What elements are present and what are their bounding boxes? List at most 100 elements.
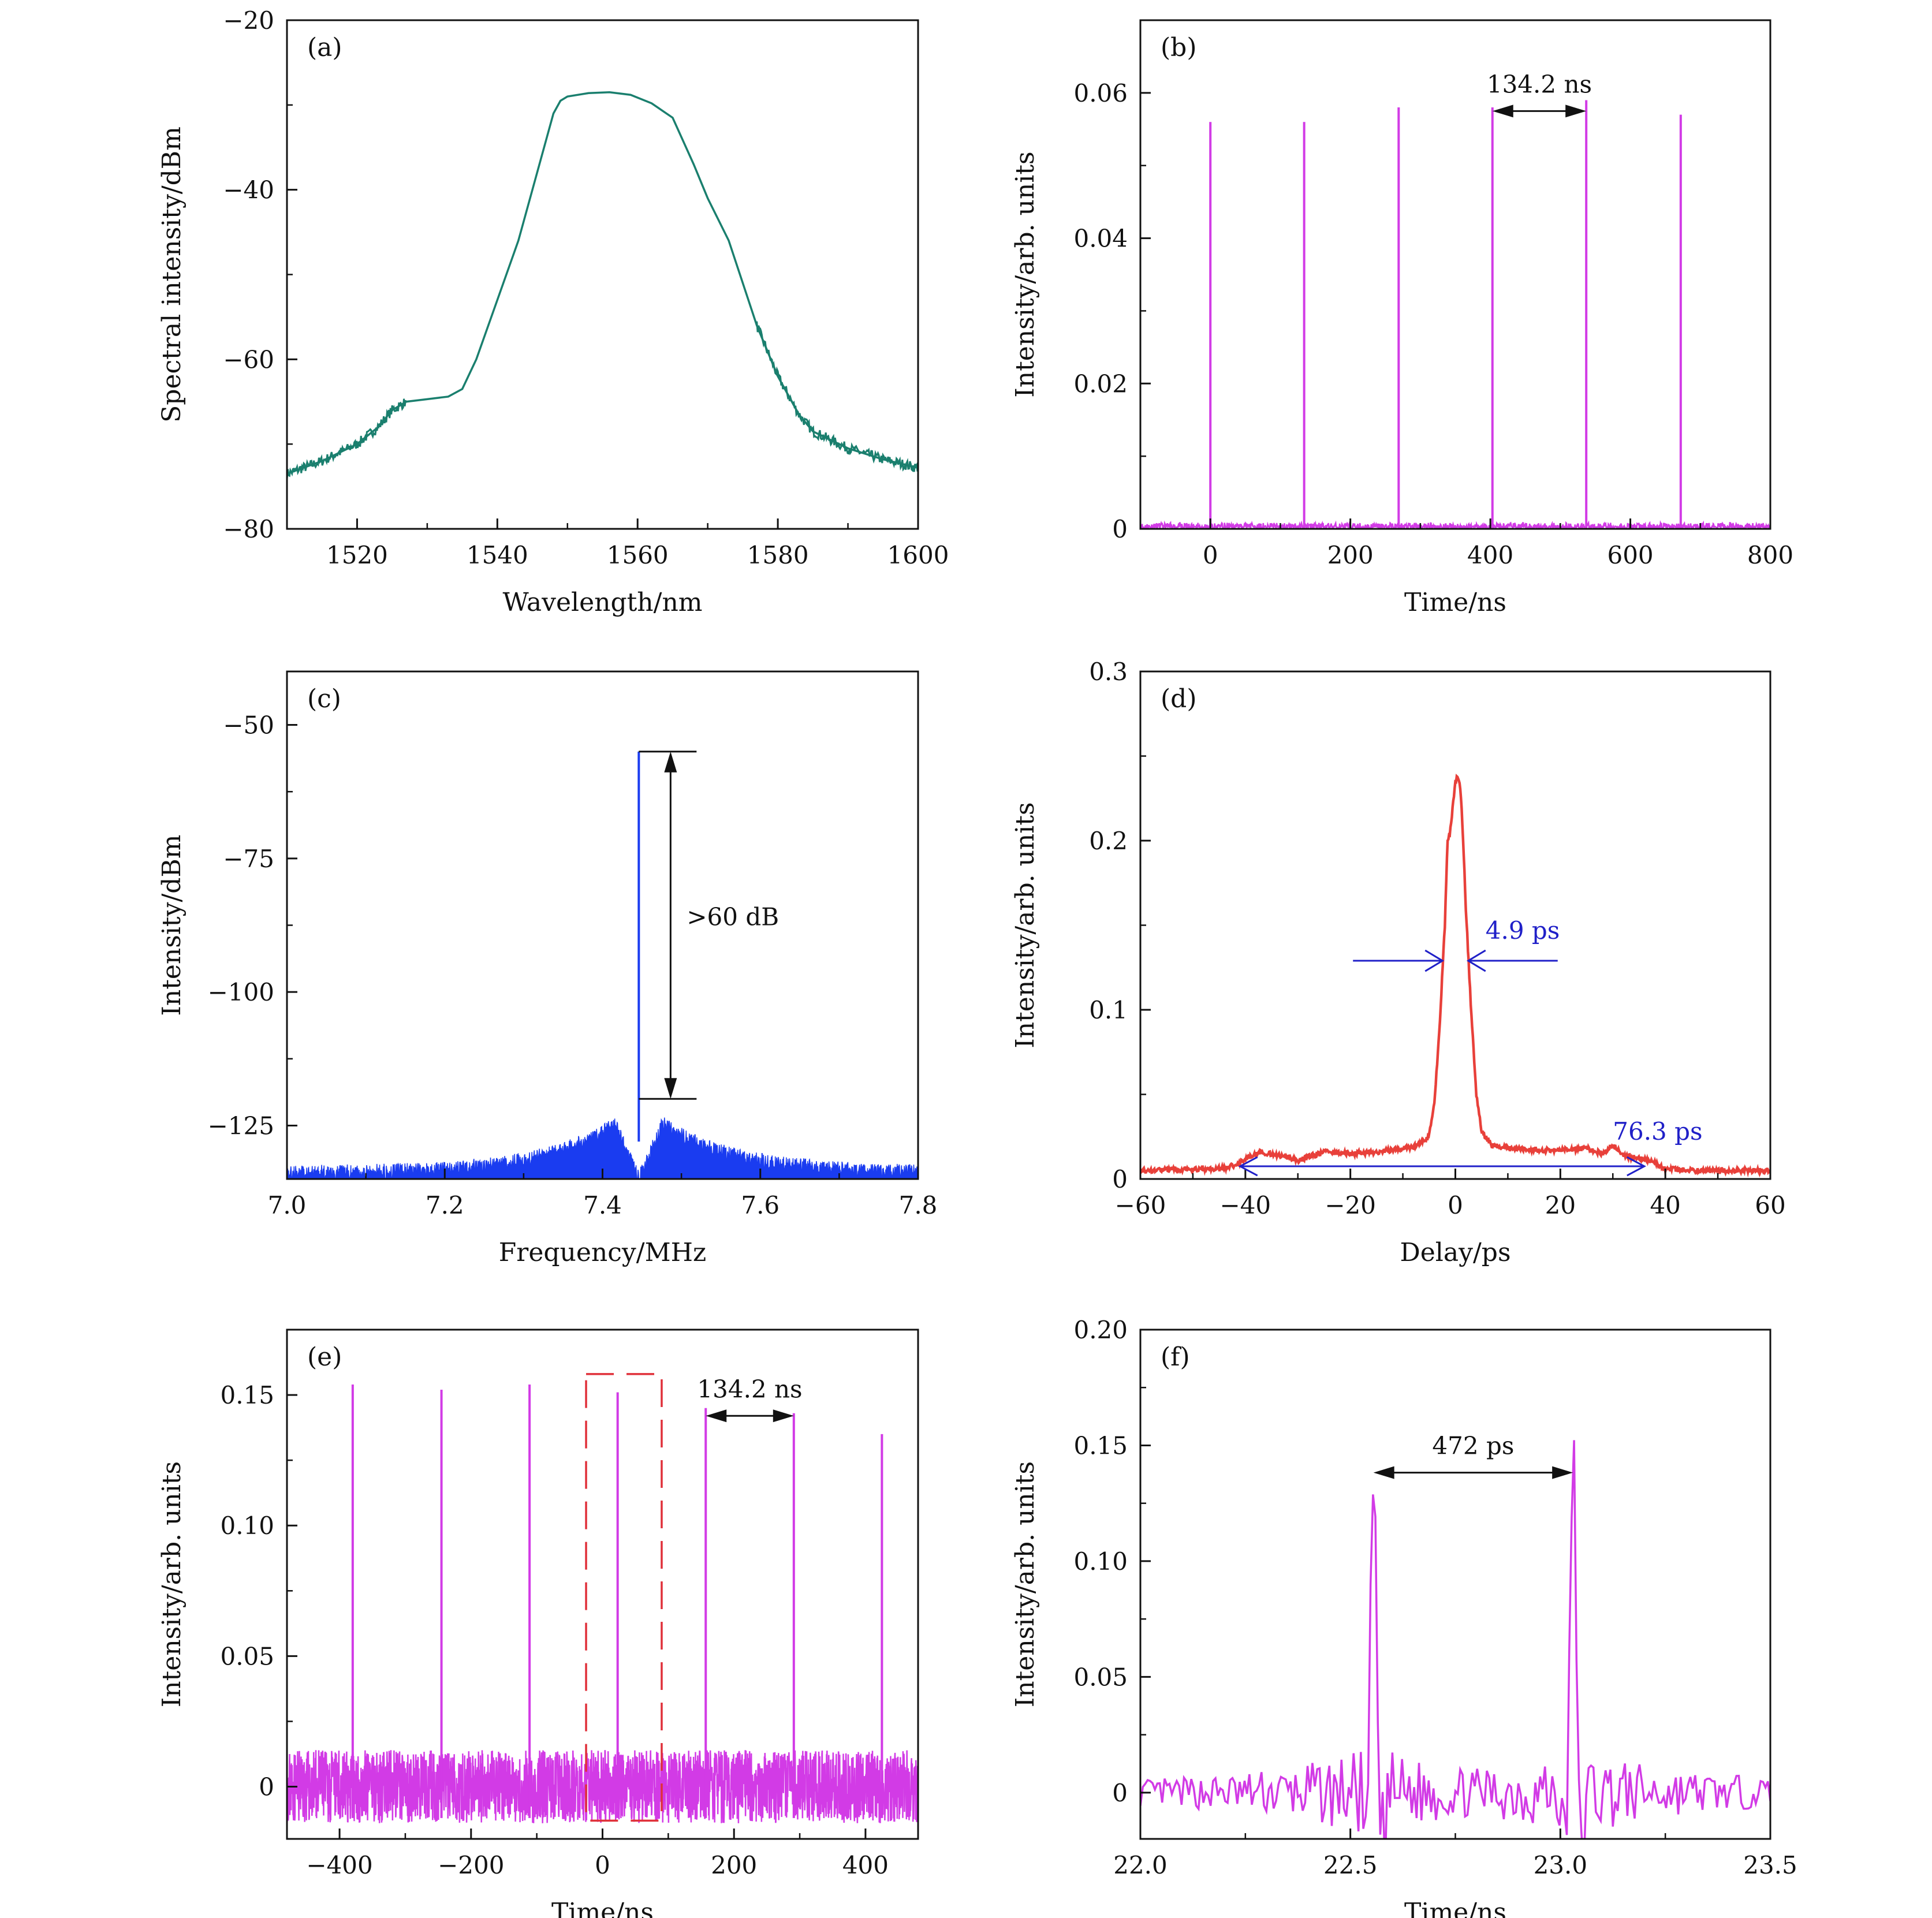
x-tick-label: −200 [438,1851,504,1879]
interval-arrow-head-left [1373,1466,1394,1479]
series-line [1140,1440,1770,1839]
x-axis-label: Delay/ps [1400,1238,1510,1267]
series-noise [756,321,918,472]
plot-frame [1139,19,1771,530]
x-tick-label: −60 [1115,1191,1166,1219]
y-tick-label: 0.04 [1073,225,1128,253]
x-tick-label: −40 [1220,1191,1271,1219]
x-axis-label: Time/ns [551,1898,654,1918]
plot-frame [286,19,919,530]
series-line [1140,774,1770,1178]
pedestal-arrow-right-head [1627,1156,1646,1177]
y-tick-label: 0 [1112,1165,1128,1193]
panel-label: (c) [307,684,341,714]
x-tick-label: 7.0 [268,1191,307,1219]
y-axis-label: Intensity/arb. units [1010,151,1040,397]
plot-area [287,91,918,479]
panel-label: (a) [307,33,342,62]
panel-d: −60 −40 −20 0 20 40 60 0 0.1 0.2 0.3 Delay/ps Intens… [1010,658,1786,1267]
series-noise [1140,520,1770,529]
y-axis-label: Spectral intensity/dBm [157,126,187,423]
x-tick-label: 20 [1545,1191,1576,1219]
plot-area [1140,100,1770,529]
y-tick-label: −40 [223,176,274,204]
x-tick-label: 40 [1650,1191,1680,1219]
series-line [287,91,918,475]
y-axis-label: Intensity/arb. units [1010,1461,1040,1707]
plot-frame [1139,670,1771,1180]
y-tick-label: 0.10 [1073,1547,1128,1576]
panel-c: 7.0 7.2 7.4 7.6 7.8 −125 −100 −75 −50 Frequency/M… [157,670,938,1267]
panel-b: 0 200 400 600 800 0 0.02 0.04 0.06 Time/ns Intensi… [1010,19,1793,617]
y-axis-label: Intensity/dBm [157,834,187,1016]
y-tick-label: 0.10 [220,1512,274,1540]
y-tick-label: 0.02 [1073,370,1128,398]
x-tick-label: 400 [1467,541,1513,569]
x-tick-label: 800 [1747,541,1793,569]
panel-e: −400 −200 0 200 400 0 0.05 0.10 0.15 Time/ns Inten… [157,1329,919,1918]
plot-frame [286,670,919,1180]
plot-area [287,751,918,1179]
y-tick-label: 0 [1112,515,1128,543]
x-tick-label: 7.4 [583,1191,622,1219]
x-tick-label: 60 [1755,1191,1785,1219]
interval-arrow-head-left [1492,105,1513,118]
y-tick-label: 0 [259,1773,274,1801]
y-tick-label: −80 [223,515,274,543]
x-tick-label: 22.5 [1323,1851,1378,1879]
y-tick-label: 0.15 [220,1381,274,1409]
interval-arrow-head-right [773,1409,794,1423]
y-tick-label: −100 [208,978,274,1006]
x-tick-label: 1580 [747,541,809,569]
pedestal-label: 76.3 ps [1613,1117,1702,1145]
panel-label: (d) [1161,684,1197,714]
panel-label: (e) [307,1342,342,1372]
series-noise [287,398,406,479]
panel-label: (f) [1161,1342,1190,1372]
panel-f: 22.0 22.5 23.0 23.5 0 0.05 0.10 0.15 0.20 Time/ns… [1010,1316,1797,1918]
y-tick-label: −125 [208,1111,274,1140]
y-tick-label: −75 [223,845,274,873]
y-tick-label: 0.1 [1089,996,1128,1024]
y-axis-label: Intensity/arb. units [1010,802,1040,1048]
y-tick-label: 0.15 [1073,1431,1128,1460]
x-tick-label: −400 [306,1851,372,1879]
y-tick-label: 0.05 [220,1642,274,1670]
plot-frame [1139,1329,1771,1840]
fwhm-label: 4.9 ps [1486,916,1560,945]
x-tick-label: 1520 [326,541,388,569]
x-tick-label: 200 [711,1851,757,1879]
y-tick-label: −60 [223,345,274,374]
x-tick-label: 0 [595,1851,610,1879]
pedestal-arrow-left-head [1238,1156,1258,1177]
fwhm-arrow-left-head [1424,949,1445,972]
interval-label: 472 ps [1432,1432,1514,1460]
x-tick-label: 1540 [467,541,528,569]
y-tick-label: −50 [223,711,274,740]
x-tick-label: 0 [1448,1191,1463,1219]
x-tick-label: 22.0 [1113,1851,1168,1879]
x-tick-label: 600 [1607,541,1653,569]
interval-arrow-head-left [706,1409,727,1423]
x-axis-label: Frequency/MHz [499,1238,706,1267]
x-axis-label: Time/ns [1404,1898,1506,1918]
interval-arrow-head-right [1565,105,1587,118]
y-tick-label: 0.20 [1073,1316,1128,1344]
y-tick-label: 0.3 [1089,658,1128,686]
x-tick-label: 7.2 [426,1191,464,1219]
snr-label: >60 dB [687,903,779,931]
snr-arrow-head-top [664,751,677,773]
zoom-region-box [585,1373,663,1822]
y-axis-label: Intensity/arb. units [157,1461,187,1707]
interval-arrow-head-right [1552,1466,1573,1479]
x-tick-label: 1560 [607,541,669,569]
x-tick-label: 7.8 [899,1191,938,1219]
x-axis-label: Wavelength/nm [502,588,702,617]
snr-arrow-head-bottom [664,1078,677,1099]
x-tick-label: 400 [842,1851,889,1879]
y-tick-label: −20 [223,6,274,35]
plot-area [287,1384,918,1824]
y-tick-label: 0.2 [1089,827,1128,855]
x-tick-label: 1600 [887,541,949,569]
